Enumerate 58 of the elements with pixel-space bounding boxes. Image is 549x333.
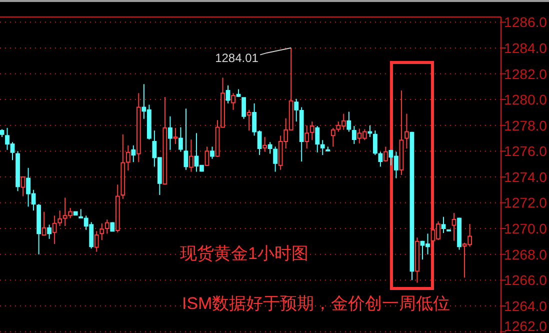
candlestick: [410, 131, 414, 281]
candlestick: [226, 84, 230, 104]
y-tick-label: 1266.0: [504, 272, 548, 288]
candlestick: [189, 139, 194, 172]
candlestick: [131, 144, 136, 163]
candlestick: [457, 217, 462, 250]
candlestick: [20, 176, 26, 197]
candlestick: [94, 230, 99, 252]
candlestick: [168, 116, 172, 150]
candlestick: [73, 211, 78, 216]
y-tick-label: 1278.0: [504, 117, 548, 134]
annotation: 1284.01: [215, 50, 259, 65]
candlestick: [452, 212, 456, 242]
candlestick: [47, 224, 52, 240]
candlestick: [204, 146, 210, 166]
y-tick-label: 1272.0: [504, 194, 548, 211]
candlestick: [352, 125, 356, 145]
candlestick: [42, 211, 46, 236]
candlestick: [210, 146, 214, 160]
candlestick: [162, 96, 168, 185]
y-tick-label: 1276.0: [504, 143, 548, 160]
candlestick: [231, 92, 236, 110]
candlestick: [415, 237, 420, 284]
y-tick-label: 1262.0: [504, 318, 548, 333]
candlestick: [236, 88, 241, 98]
annotation: 1284.01: [215, 47, 292, 65]
y-tick-label: 1282.0: [504, 66, 548, 82]
candlestick: [399, 90, 404, 176]
y-tick-label: 1264.0: [504, 298, 548, 314]
candlestick: [58, 210, 62, 226]
candlestick: [368, 124, 372, 138]
candlestick: [178, 126, 183, 152]
y-tick-label: 1274.0: [504, 168, 548, 185]
candlestick: [16, 150, 20, 192]
y-tick-label: 1280.0: [504, 92, 548, 108]
annotation: ISM数据好于预期，金价创一周低位: [182, 294, 450, 313]
candlestick: [110, 222, 115, 232]
candlestick: [441, 216, 446, 234]
candlestick: [262, 136, 267, 152]
candlestick: [330, 127, 336, 148]
y-tick-label: 1284.0: [504, 40, 548, 56]
candlestick: [242, 97, 246, 120]
candlestick: [36, 204, 41, 255]
candlestick: [246, 109, 252, 131]
candlestick: [0, 128, 4, 138]
y-tick-label: 1268.0: [504, 246, 548, 262]
candlestick: [136, 92, 141, 163]
candlestick: [346, 111, 352, 132]
candlestick: [52, 215, 57, 245]
y-tick-label: 1286.0: [504, 14, 548, 30]
candlestick: [326, 146, 330, 152]
candlestick: [115, 184, 120, 233]
candlestick: [184, 108, 188, 170]
candlestick: [404, 113, 409, 150]
candlestick: [173, 127, 178, 145]
text: 现货黄金1小时图: [180, 244, 308, 263]
candlestick: [383, 146, 388, 162]
y-tick-label: 1270.0: [504, 220, 548, 237]
